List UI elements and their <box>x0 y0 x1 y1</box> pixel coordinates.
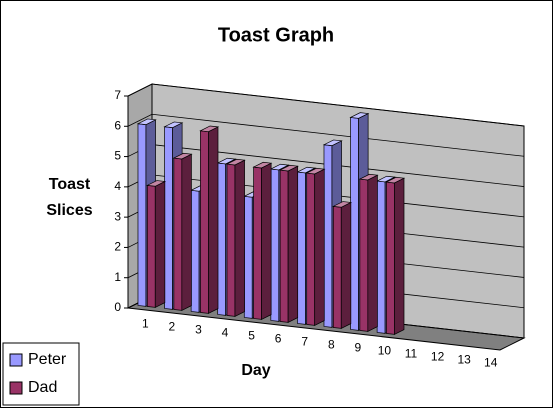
bar-front <box>243 195 253 319</box>
bar-front <box>146 184 156 308</box>
bar-top <box>252 161 273 169</box>
bar-top <box>375 175 396 183</box>
bar <box>199 125 220 314</box>
bar <box>225 158 246 317</box>
bar-front <box>350 117 359 331</box>
bar <box>172 152 193 311</box>
bar-front <box>359 178 369 332</box>
bar <box>278 164 299 323</box>
bar-front <box>217 162 227 316</box>
x-tick-label: 7 <box>301 335 308 349</box>
bar-top <box>163 121 184 128</box>
bar-front <box>164 126 173 310</box>
bar-front <box>270 168 280 322</box>
bar-front <box>376 180 386 334</box>
legend-label: Peter <box>28 351 67 368</box>
bar-side <box>340 201 352 329</box>
bar-side <box>181 153 192 311</box>
bar-front <box>253 166 262 320</box>
bar-top <box>216 157 237 165</box>
grid-line <box>127 113 525 157</box>
bar-top <box>269 163 290 171</box>
y-tick-label: 2 <box>114 240 121 254</box>
bar-top <box>296 166 317 174</box>
legend-box <box>2 342 80 406</box>
bar <box>358 173 379 332</box>
y-tick-label: 1 <box>114 270 121 284</box>
x-tick-label: 6 <box>275 332 282 346</box>
x-tick-label: 5 <box>248 329 255 343</box>
y-tick-label: 6 <box>114 118 121 132</box>
y-tick-label: 5 <box>114 149 121 163</box>
x-axis-label: Day <box>241 362 270 379</box>
y-axis-label: Toast Slices <box>46 176 93 219</box>
x-tick-label: 4 <box>222 326 229 340</box>
x-tick-label: 13 <box>457 353 471 367</box>
bar-top <box>385 176 406 184</box>
x-tick-label: 2 <box>169 320 176 334</box>
bar-front <box>173 157 183 311</box>
bar-side <box>261 162 272 320</box>
bar-front <box>323 144 333 328</box>
x-tick-label: 9 <box>355 341 362 355</box>
bar-top <box>225 158 246 166</box>
y-tick-label: 7 <box>114 88 121 102</box>
bar-side <box>154 180 166 308</box>
bar-top <box>136 118 157 125</box>
x-tick-label: 11 <box>405 347 418 361</box>
y-tick-label: 0 <box>114 300 121 314</box>
bar-top <box>278 164 299 172</box>
bar-top <box>199 125 220 133</box>
bar-top <box>146 180 167 187</box>
bar <box>252 161 273 320</box>
bar-side <box>287 165 299 323</box>
bar-top <box>322 139 343 146</box>
chart-title: Toast Graph <box>218 24 334 46</box>
legend-swatch <box>9 381 23 395</box>
bar-side <box>314 168 325 326</box>
bar-front <box>332 205 342 329</box>
bar-top <box>332 201 353 208</box>
bar-front <box>190 189 200 313</box>
y-tick-label: 4 <box>114 179 121 193</box>
bar-front <box>279 169 289 323</box>
bar <box>332 201 353 329</box>
bar-front <box>306 172 316 326</box>
bar-top <box>305 167 326 175</box>
bar-side <box>367 174 378 332</box>
bar-front <box>386 181 395 335</box>
x-tick-label: 12 <box>431 350 445 364</box>
y-tick-label: 3 <box>114 209 121 223</box>
bar <box>305 167 326 326</box>
legend-label: Dad <box>28 379 57 396</box>
bar-front <box>200 130 209 314</box>
grid-line <box>127 83 525 127</box>
bar-front <box>137 123 147 307</box>
x-tick-label: 3 <box>195 323 202 337</box>
x-tick-label: 10 <box>378 344 392 358</box>
legend-swatch <box>9 353 23 367</box>
bar-side <box>394 177 405 335</box>
bar-front <box>226 163 236 317</box>
bar-top <box>358 173 379 181</box>
bar-front <box>297 171 306 325</box>
x-tick-label: 1 <box>142 317 149 331</box>
bar <box>146 180 167 308</box>
bar-top <box>349 112 370 119</box>
bar-top <box>172 152 193 160</box>
x-tick-label: 14 <box>484 356 498 370</box>
bar-side <box>208 126 219 314</box>
x-tick-label: 8 <box>328 338 335 352</box>
bar <box>385 176 406 335</box>
bar-side <box>234 159 245 317</box>
